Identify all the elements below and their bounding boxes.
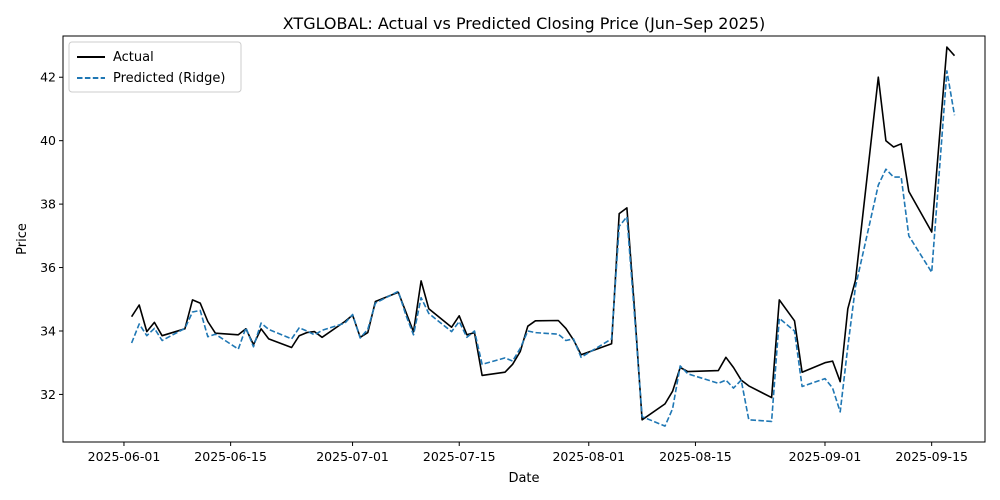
y-tick-label-2: 36 (40, 260, 56, 275)
x-tick-label-3: 2025-07-15 (423, 449, 496, 464)
chart-title: XTGLOBAL: Actual vs Predicted Closing Pr… (283, 14, 766, 33)
plot-area (62, 35, 986, 443)
x-tick-label-2: 2025-07-01 (316, 449, 389, 464)
y-tick-label-1: 34 (40, 323, 56, 338)
legend-label-actual: Actual (113, 50, 154, 65)
series-line-1 (130, 70, 956, 427)
x-tick-label-1: 2025-06-15 (194, 449, 267, 464)
x-axis: 2025-06-01 2025-06-15 2025-07-01 2025-07-15… (88, 442, 968, 464)
legend-label-predicted: Predicted (Ridge) (113, 71, 225, 86)
x-tick-label-7: 2025-09-15 (895, 449, 968, 464)
x-tick-label-4: 2025-08-01 (552, 449, 625, 464)
plot-frame (62, 35, 986, 443)
legend: Actual Predicted (Ridge) (68, 41, 242, 93)
series-layer (130, 46, 956, 427)
y-tick-label-0: 32 (40, 387, 56, 402)
y-tick-label-3: 38 (40, 197, 56, 212)
x-tick-label-0: 2025-06-01 (88, 449, 161, 464)
x-axis-label: Date (508, 471, 539, 486)
y-tick-label-5: 42 (40, 70, 56, 85)
y-tick-label-4: 40 (40, 133, 56, 148)
x-tick-label-5: 2025-08-15 (659, 449, 732, 464)
x-tick-label-6: 2025-09-01 (789, 449, 862, 464)
legend-box (68, 41, 242, 93)
y-axis: 32 34 36 38 40 42 (40, 70, 63, 402)
y-axis-label: Price (15, 223, 30, 255)
